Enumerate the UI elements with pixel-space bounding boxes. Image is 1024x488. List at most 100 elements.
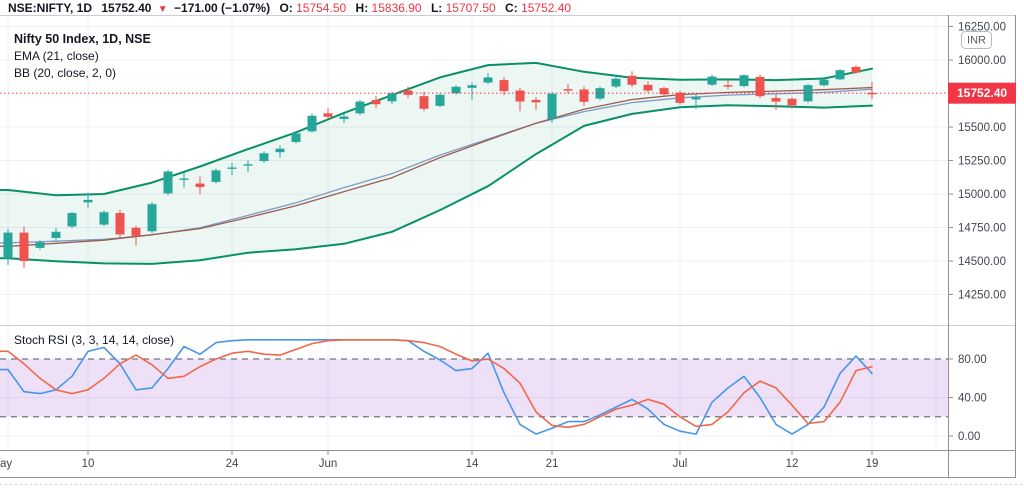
last-price-badge-label: 15752.40	[957, 86, 1007, 100]
candle[interactable]	[515, 87, 525, 112]
candle[interactable]	[323, 108, 333, 120]
time-axis-label: 19	[866, 458, 879, 470]
time-axis-label: 10	[82, 458, 95, 470]
candle[interactable]	[467, 82, 477, 100]
candle[interactable]	[659, 86, 669, 97]
candle[interactable]	[307, 113, 317, 133]
candle[interactable]	[339, 113, 349, 123]
symbol-title[interactable]: NSE:NIFTY, 1D	[8, 1, 93, 15]
symbol-info-bar[interactable]: NSE:NIFTY, 1D 15752.40 ▼ −171.00 (−1.07%…	[8, 1, 571, 15]
currency-badge[interactable]	[961, 31, 992, 49]
candle[interactable]	[819, 77, 829, 87]
candle[interactable]	[3, 228, 13, 266]
candle[interactable]	[547, 92, 557, 123]
bb-indicator-label[interactable]: BB (20, close, 2, 0)	[14, 66, 117, 80]
candle[interactable]	[531, 97, 541, 110]
open-label: O:	[279, 1, 293, 15]
candle[interactable]	[99, 210, 109, 227]
time-axis-label: 12	[786, 458, 799, 470]
bb-basis-line	[0, 88, 873, 244]
high-label: H:	[355, 1, 369, 15]
time-axis-label: ay	[0, 458, 12, 470]
candle[interactable]	[771, 94, 781, 110]
candle[interactable]	[195, 176, 205, 195]
candle[interactable]	[83, 192, 93, 208]
close-label: C:	[505, 1, 518, 15]
candle[interactable]	[851, 65, 861, 74]
candle[interactable]	[19, 226, 29, 268]
main-pane-legend: Nifty 50 Index, 1D, NSE EMA (21, close) …	[14, 31, 151, 82]
time-axis-label: Jul	[673, 458, 688, 470]
price-axis-label: 15250.00	[958, 156, 1006, 168]
candle[interactable]	[643, 81, 653, 93]
open-value: 15754.50	[296, 1, 347, 15]
close-value: 15752.40	[521, 1, 572, 15]
candle[interactable]	[67, 211, 77, 229]
candle[interactable]	[707, 74, 717, 86]
series-title[interactable]: Nifty 50 Index, 1D, NSE	[14, 32, 151, 46]
candle[interactable]	[35, 240, 45, 250]
stoch-axis-label: 80.00	[958, 354, 987, 366]
price-change: −171.00 (−1.07%)	[174, 1, 271, 15]
candle[interactable]	[419, 91, 429, 112]
price-axis-label: 15000.00	[958, 189, 1006, 201]
low-label: L:	[430, 1, 443, 15]
candle[interactable]	[371, 95, 381, 109]
time-axis-label: Jun	[319, 458, 338, 470]
candle[interactable]	[739, 74, 749, 88]
price-axis-label: 14500.00	[958, 256, 1006, 268]
candle[interactable]	[243, 160, 253, 173]
price-axis[interactable]: 16250.00 16000.00 15500.00 15250.00 15000.00…	[948, 22, 1016, 444]
candle[interactable]	[115, 209, 125, 238]
candle[interactable]	[835, 69, 845, 81]
stoch-k-line	[0, 339, 873, 435]
stoch-axis-label: 40.00	[958, 393, 987, 405]
price-axis-label: 16250.00	[958, 22, 1006, 34]
candle[interactable]	[291, 131, 301, 144]
bb-fill	[0, 62, 872, 264]
candle[interactable]	[275, 145, 285, 158]
stoch-band	[0, 359, 948, 417]
stoch-rsi-indicator-label[interactable]: Stoch RSI (3, 3, 14, 14, close)	[14, 333, 175, 347]
candle[interactable]	[227, 162, 237, 176]
candle[interactable]	[179, 172, 189, 188]
bb-lower-line	[0, 104, 873, 265]
price-axis-label: 16000.00	[958, 55, 1006, 67]
price-axis-label: 14250.00	[958, 290, 1006, 302]
candle[interactable]	[355, 99, 365, 115]
last-price: 15752.40	[101, 1, 152, 15]
ema-indicator-label[interactable]: EMA (21, close)	[14, 49, 99, 63]
candle[interactable]	[787, 97, 797, 109]
stoch-pane-legend: Stoch RSI (3, 3, 14, 14, close)	[14, 332, 174, 349]
candle[interactable]	[51, 227, 61, 242]
candle[interactable]	[147, 202, 157, 234]
time-axis-label: 14	[466, 458, 479, 470]
price-axis-label: 14750.00	[958, 223, 1006, 235]
candle[interactable]	[563, 83, 573, 94]
candle[interactable]	[499, 77, 509, 96]
candle[interactable]	[259, 151, 269, 163]
low-value: 15707.50	[445, 1, 496, 15]
candle[interactable]	[387, 91, 397, 104]
time-axis[interactable]: ay 10 24 Jun 14 21 Jul 12 19	[0, 451, 878, 470]
candle[interactable]	[131, 225, 141, 246]
stoch-d-line	[0, 339, 873, 429]
candle[interactable]	[755, 74, 765, 99]
candle[interactable]	[723, 80, 733, 90]
candle[interactable]	[627, 71, 637, 88]
candle[interactable]	[691, 94, 701, 110]
candle[interactable]	[483, 73, 493, 85]
high-value: 15836.90	[371, 1, 422, 15]
time-axis-label: 21	[546, 458, 559, 470]
down-arrow-icon: ▼	[157, 4, 168, 15]
candle[interactable]	[163, 169, 173, 196]
candle[interactable]	[611, 77, 621, 88]
candle[interactable]	[435, 93, 445, 108]
price-axis-label: 15500.00	[958, 122, 1006, 134]
candle[interactable]	[211, 168, 221, 184]
stoch-axis-label: 0.00	[958, 431, 980, 443]
candle[interactable]	[579, 86, 589, 106]
last-price-badge	[948, 82, 1016, 104]
currency-badge-label: INR	[967, 35, 986, 47]
